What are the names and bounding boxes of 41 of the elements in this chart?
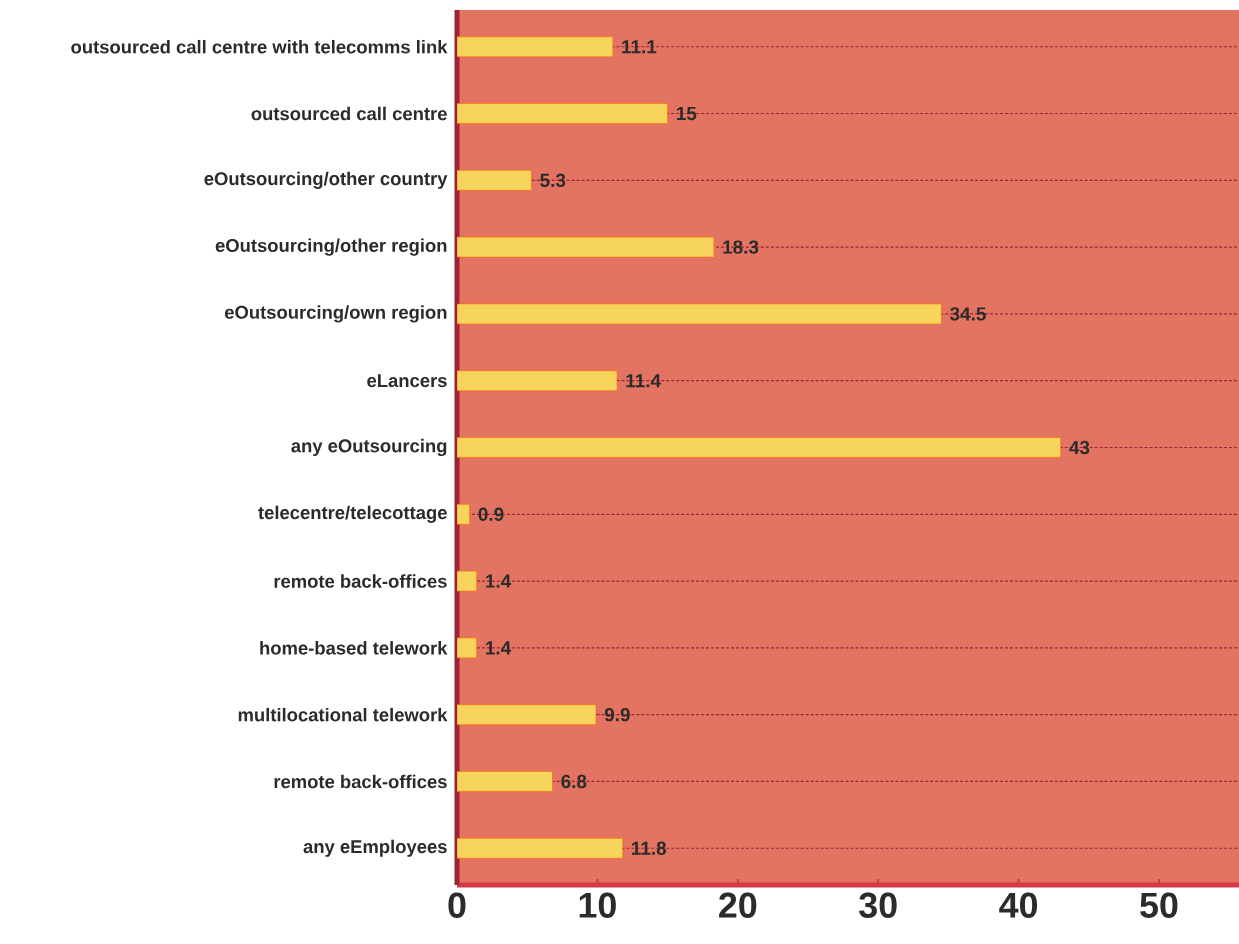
bar (457, 103, 668, 124)
y-tick-label: any eEmployees (303, 839, 447, 857)
y-tick-label: multilocational telework (238, 707, 448, 722)
y-tick-label: eOutsourcing/other region (215, 238, 447, 256)
y-tick-label: eOutsourcing/own region (224, 305, 447, 323)
data-label: 43 (1069, 440, 1090, 455)
data-label: 1.4 (486, 641, 512, 655)
data-label: 11.8 (632, 841, 667, 855)
bar (457, 36, 614, 58)
data-label: 9.9 (604, 707, 630, 722)
bar (457, 704, 597, 725)
x-tick-label: 30 (859, 892, 897, 918)
y-tick-label: remote back-offices (274, 574, 447, 588)
y-tick-label: home-based telework (260, 641, 448, 655)
bar (457, 437, 1062, 458)
data-label: 18.3 (723, 240, 759, 254)
y-tick-label: telecentre/telecottage (258, 505, 447, 523)
data-label: 5.3 (540, 173, 566, 188)
data-label: 34.5 (950, 307, 986, 321)
x-tick-label: 10 (579, 892, 616, 918)
x-tick-label: 40 (999, 892, 1038, 918)
x-tick-label: 0 (448, 892, 466, 918)
y-tick-label: eOutsourcing/other country (204, 171, 448, 189)
y-tick-label: outsourced call centre with telecomms link (71, 39, 448, 54)
bar (457, 771, 553, 792)
y-tick-label: remote back-offices (274, 774, 447, 789)
x-tick-label: 50 (1140, 892, 1178, 918)
bar (457, 370, 618, 391)
data-label: 11.4 (626, 374, 661, 388)
bar (457, 303, 942, 325)
data-label: 15 (676, 106, 697, 121)
data-label: 0.9 (478, 507, 504, 521)
bar (457, 837, 623, 859)
bar (457, 170, 532, 191)
data-label: 1.4 (486, 574, 512, 588)
data-label: 6.8 (561, 774, 587, 789)
y-tick-label: outsourced call centre (251, 106, 447, 121)
y-tick-label: any eOutsourcing (291, 438, 447, 457)
data-label: 11.1 (622, 40, 657, 54)
x-tick-label: 20 (719, 892, 757, 918)
y-tick-label: eLancers (367, 374, 447, 388)
